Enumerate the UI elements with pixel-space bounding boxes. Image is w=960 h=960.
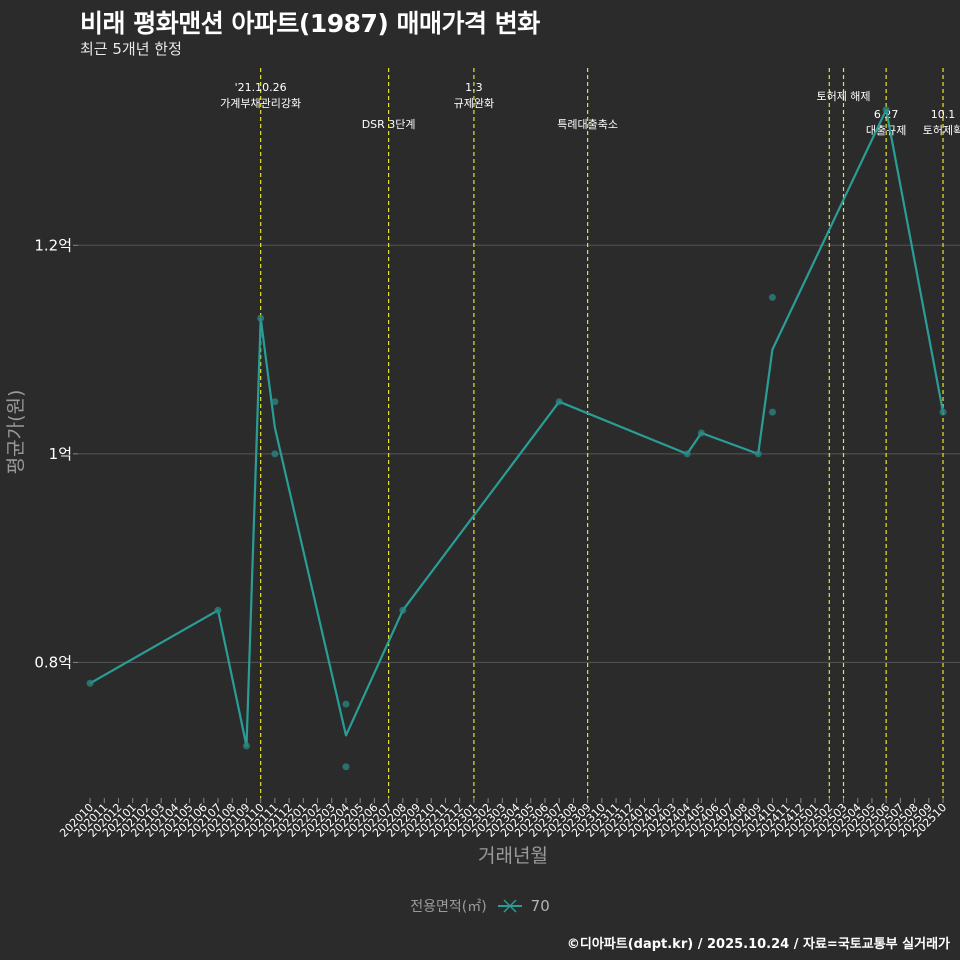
data-point — [697, 429, 705, 437]
data-point — [555, 398, 563, 406]
chart-title: 비래 평화맨션 아파트(1987) 매매가격 변화 — [80, 9, 540, 38]
legend-key-icon — [497, 899, 522, 913]
event-label: 대출규제 — [866, 124, 906, 137]
data-point — [214, 606, 222, 614]
event-label: 규제완화 — [454, 97, 494, 110]
data-point — [271, 398, 279, 406]
y-tick-label: 1.2억 — [34, 236, 72, 254]
data-point — [768, 293, 776, 301]
data-point — [754, 450, 762, 458]
x-axis-title: 거래년월 — [478, 845, 548, 867]
event-label: 10.1 — [931, 108, 956, 121]
data-point — [882, 106, 890, 114]
legend-item-70: 70 — [530, 897, 550, 915]
event-label: 1.3 — [465, 81, 483, 94]
data-point — [86, 679, 94, 687]
data-point — [342, 763, 350, 771]
y-tick-label: 1억 — [49, 445, 72, 463]
data-point — [399, 606, 407, 614]
legend-title: 전용면적(㎡) — [410, 899, 487, 915]
event-label: DSR 3단계 — [362, 118, 416, 131]
legend: 전용면적(㎡) 70 — [0, 896, 960, 916]
source-caption: ©디아파트(dapt.kr) / 2025.10.24 / 자료=국토교통부 실… — [566, 937, 950, 952]
y-tick-label: 0.8억 — [34, 653, 72, 671]
data-point — [939, 408, 947, 416]
chart-subtitle: 최근 5개년 한정 — [80, 40, 182, 58]
event-label: 가계부채관리강화 — [220, 97, 301, 110]
event-label: 토허제 해제 — [816, 89, 870, 103]
data-point — [768, 408, 776, 416]
event-label: '21.10.26 — [235, 81, 287, 94]
data-point — [257, 314, 265, 322]
data-point — [342, 700, 350, 708]
event-label: 토허제확 — [923, 124, 960, 137]
event-label: 특례대출축소 — [557, 118, 618, 131]
data-point — [242, 742, 250, 750]
data-point — [271, 450, 279, 458]
series-line-70 — [89, 108, 945, 747]
data-point — [683, 450, 691, 458]
y-axis-title: 평균가(원) — [5, 390, 27, 475]
